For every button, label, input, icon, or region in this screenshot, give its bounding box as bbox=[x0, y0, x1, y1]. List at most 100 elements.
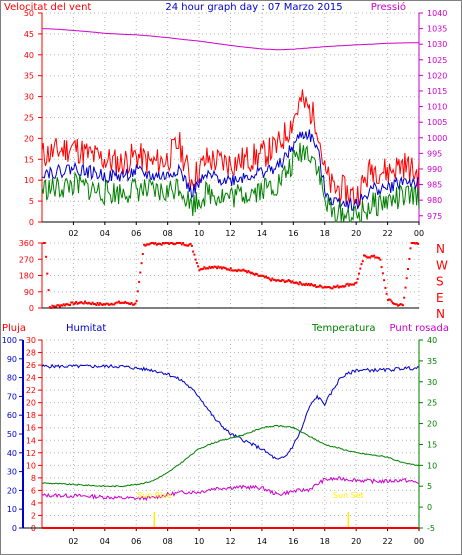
direction-point bbox=[74, 302, 76, 305]
pressure-tick-label: 975 bbox=[427, 212, 442, 221]
direction-tick-label: 90 bbox=[24, 288, 34, 297]
direction-point bbox=[366, 256, 369, 259]
direction-point bbox=[183, 243, 186, 246]
direction-point bbox=[140, 262, 143, 265]
direction-point bbox=[364, 254, 367, 257]
direction-point bbox=[179, 242, 182, 244]
direction-point bbox=[417, 242, 420, 245]
direction-point bbox=[112, 303, 115, 306]
direction-point bbox=[224, 267, 227, 270]
direction-point bbox=[361, 260, 364, 263]
lower-x-tick-label: 04 bbox=[100, 537, 110, 546]
direction-point bbox=[47, 289, 50, 292]
direction-point bbox=[386, 299, 389, 302]
direction-point bbox=[203, 266, 206, 269]
direction-point bbox=[344, 285, 347, 288]
direction-point bbox=[296, 282, 299, 285]
humidity-tick-label: 60 bbox=[7, 411, 17, 420]
direction-point bbox=[128, 302, 130, 305]
direction-point bbox=[243, 269, 246, 272]
direction-point bbox=[287, 279, 290, 281]
wind-tick-label: 50 bbox=[24, 9, 34, 18]
direction-point bbox=[327, 286, 330, 288]
direction-point bbox=[335, 285, 338, 288]
direction-point bbox=[415, 242, 418, 244]
direction-point bbox=[42, 242, 45, 244]
direction-point bbox=[116, 301, 119, 304]
direction-point bbox=[351, 283, 354, 286]
direction-point bbox=[350, 283, 353, 286]
rain-mm-tick-label: 24 bbox=[26, 374, 36, 383]
dewpoint-axis-title: Punt rosada bbox=[390, 323, 449, 334]
pressure-tick-label: 980 bbox=[427, 196, 442, 205]
pressure-tick-label: 985 bbox=[427, 181, 442, 190]
direction-point bbox=[131, 303, 134, 306]
direction-point bbox=[302, 283, 305, 286]
direction-point bbox=[221, 267, 223, 270]
direction-point bbox=[244, 270, 247, 273]
direction-point bbox=[397, 304, 399, 307]
direction-point bbox=[266, 276, 269, 279]
direction-point bbox=[100, 303, 103, 306]
direction-point bbox=[222, 266, 225, 269]
direction-point bbox=[120, 301, 123, 304]
wind-x-tick-label: 18 bbox=[320, 229, 330, 238]
direction-point bbox=[374, 256, 377, 259]
pressure-tick-label: 1025 bbox=[427, 56, 447, 65]
direction-point bbox=[81, 302, 84, 305]
wind-x-tick-label: 00 bbox=[414, 229, 424, 238]
direction-point bbox=[185, 244, 188, 247]
direction-point bbox=[205, 267, 208, 270]
direction-point bbox=[252, 272, 255, 275]
pressure-tick-label: 995 bbox=[427, 149, 442, 158]
direction-point bbox=[385, 292, 388, 295]
rain-mm-tick-label: 8 bbox=[31, 474, 36, 483]
direction-point bbox=[218, 266, 221, 269]
direction-point bbox=[390, 300, 393, 303]
direction-point bbox=[204, 267, 207, 270]
direction-point bbox=[262, 274, 265, 277]
direction-point bbox=[80, 301, 83, 304]
pressure-tick-label: 1010 bbox=[427, 103, 447, 112]
direction-point bbox=[249, 272, 252, 275]
wind-x-tick-label: 16 bbox=[288, 229, 298, 238]
direction-point bbox=[373, 254, 376, 257]
direction-point bbox=[126, 302, 129, 305]
direction-point bbox=[288, 280, 291, 282]
direction-point bbox=[151, 242, 154, 244]
rain-mm-tick-label: 4 bbox=[31, 499, 36, 508]
direction-point bbox=[216, 267, 218, 270]
direction-point bbox=[247, 270, 250, 272]
direction-point bbox=[123, 301, 125, 304]
direction-point bbox=[119, 302, 122, 305]
direction-point bbox=[95, 304, 98, 306]
direction-point bbox=[207, 267, 210, 270]
direction-point bbox=[290, 281, 293, 284]
pressure-axis-title: Pressió bbox=[371, 1, 406, 13]
rain-mm-tick-label: 12 bbox=[26, 449, 36, 458]
direction-point bbox=[332, 285, 335, 288]
direction-point bbox=[334, 286, 337, 289]
direction-point bbox=[219, 266, 222, 269]
direction-point bbox=[336, 284, 339, 287]
chart-title: 24 hour graph day : 07 Marzo 2015 bbox=[165, 2, 342, 13]
humidity-tick-label: 50 bbox=[7, 430, 17, 439]
direction-point bbox=[69, 304, 71, 306]
humidity-axis-title: Humitat bbox=[66, 323, 106, 334]
direction-point bbox=[170, 242, 173, 244]
direction-point bbox=[177, 242, 179, 244]
direction-point bbox=[90, 303, 93, 306]
pressure-tick-label: 1005 bbox=[427, 118, 447, 127]
wind-tick-label: 45 bbox=[24, 30, 34, 39]
direction-point bbox=[399, 303, 402, 306]
direction-point bbox=[143, 243, 146, 246]
rain-mm-tick-label: 22 bbox=[26, 386, 36, 395]
direction-point bbox=[193, 253, 196, 256]
direction-point bbox=[368, 256, 370, 259]
direction-point bbox=[393, 302, 396, 305]
direction-point bbox=[58, 305, 61, 308]
pressure-tick-label: 990 bbox=[427, 165, 442, 174]
direction-point bbox=[389, 298, 392, 301]
direction-point bbox=[71, 301, 74, 304]
compass-label: N bbox=[436, 242, 445, 256]
